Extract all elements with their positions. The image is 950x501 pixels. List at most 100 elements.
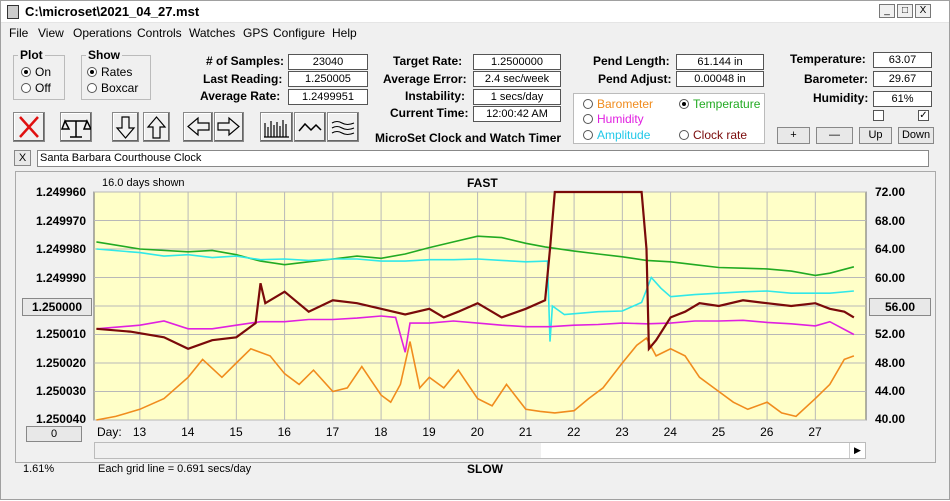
menu-gps[interactable]: GPS xyxy=(243,26,269,40)
arrow-left-button[interactable] xyxy=(183,112,213,142)
left-center-value-button[interactable]: 1.250000 xyxy=(22,298,92,316)
show-rates-radio[interactable]: Rates xyxy=(87,65,132,79)
temperature-value: 63.07 xyxy=(873,52,932,68)
pend-length-value: 61.144 in xyxy=(676,54,764,70)
menu-watches[interactable]: Watches xyxy=(189,26,236,40)
samples-label: # of Samples: xyxy=(206,54,285,68)
series-clock-rate-radio[interactable]: Clock rate xyxy=(679,128,747,142)
close-button[interactable]: X xyxy=(915,4,931,18)
show-rates-label: Rates xyxy=(101,65,133,79)
y-right-tick: 64.00 xyxy=(875,242,906,256)
x-tick-label: 25 xyxy=(711,425,726,439)
x-tick-label: 27 xyxy=(808,425,822,439)
arrow-up-icon xyxy=(146,116,167,139)
humidity-value: 61% xyxy=(873,91,932,107)
clock-name-field[interactable]: Santa Barbara Courthouse Clock xyxy=(37,150,929,167)
arrow-right-button[interactable] xyxy=(214,112,244,142)
histogram-button[interactable] xyxy=(260,112,293,142)
y-right-tick: 48.00 xyxy=(875,356,906,370)
x-tick-label: 13 xyxy=(132,425,147,439)
maximize-button[interactable]: □ xyxy=(897,4,913,18)
x-tick-label: 20 xyxy=(470,425,484,439)
last-reading-value: 1.250005 xyxy=(288,71,368,87)
line-graph-icon xyxy=(298,122,322,132)
balance-button[interactable] xyxy=(60,112,92,142)
radio-unchecked-icon xyxy=(583,130,593,140)
x-tick-label: 21 xyxy=(518,425,533,439)
waves-button[interactable] xyxy=(327,112,359,142)
menu-help[interactable]: Help xyxy=(332,26,357,40)
horizontal-scrollbar[interactable]: ▶ xyxy=(94,442,866,459)
minimize-button[interactable]: _ xyxy=(879,4,895,18)
series-amplitude-line xyxy=(96,248,854,342)
series-temperature-radio[interactable]: Temperature xyxy=(679,97,760,111)
app-icon xyxy=(7,5,19,19)
series-barometer-radio[interactable]: Barometer xyxy=(583,97,653,111)
plot-group: Plot xyxy=(13,48,65,100)
arrow-up-button[interactable] xyxy=(143,112,170,142)
radio-unchecked-icon xyxy=(583,114,593,124)
plot-off-radio[interactable]: Off xyxy=(21,81,51,95)
radio-checked-icon xyxy=(87,67,97,77)
instability-label: Instability: xyxy=(405,89,466,103)
series-temperature-line xyxy=(96,235,855,277)
down-button[interactable]: Down xyxy=(898,127,934,144)
series-amplitude-label: Amplitude xyxy=(597,128,651,142)
chart-series xyxy=(96,190,855,421)
checkbox-1[interactable] xyxy=(873,110,884,121)
current-time-label: Current Time: xyxy=(390,106,469,120)
plot-on-radio[interactable]: On xyxy=(21,65,51,79)
y-left-tick: 1.250020 xyxy=(35,356,86,370)
series-amplitude-radio[interactable]: Amplitude xyxy=(583,128,650,142)
series-humidity-radio[interactable]: Humidity xyxy=(583,112,644,126)
y-right-tick: 72.00 xyxy=(875,185,906,199)
up-button[interactable]: Up xyxy=(859,127,892,144)
x-tick-label: 26 xyxy=(760,425,774,439)
menu-view[interactable]: View xyxy=(38,26,64,40)
waves-icon xyxy=(331,120,355,136)
plus-button[interactable]: + xyxy=(777,127,810,144)
last-reading-label: Last Reading: xyxy=(203,72,283,86)
right-center-value-button[interactable]: 56.00 xyxy=(869,298,931,316)
minus-button[interactable]: — xyxy=(816,127,853,144)
series-humidity-label: Humidity xyxy=(597,112,644,126)
arrow-down-button[interactable] xyxy=(112,112,139,142)
series-barometer-line xyxy=(96,336,855,421)
scroll-right-arrow-icon[interactable]: ▶ xyxy=(849,443,865,458)
x-tick-label: 23 xyxy=(615,425,629,439)
red-x-icon xyxy=(19,116,39,138)
show-boxcar-label: Boxcar xyxy=(101,81,139,95)
menu-operations[interactable]: Operations xyxy=(73,26,132,40)
menu-file[interactable]: File xyxy=(9,26,29,40)
series-clock-rate-label: Clock rate xyxy=(693,128,748,142)
line-graph-button[interactable] xyxy=(294,112,326,142)
y-right-tick: 40.00 xyxy=(875,412,906,426)
x-tick-label: 16 xyxy=(277,425,291,439)
average-error-label: Average Error: xyxy=(383,72,467,86)
plot-off-label: Off xyxy=(35,81,51,95)
scrollbar-track[interactable] xyxy=(95,443,541,458)
menu-controls[interactable]: Controls xyxy=(137,26,182,40)
grid-note: Each grid line = 0.691 secs/day xyxy=(98,463,252,475)
slow-label: SLOW xyxy=(467,462,503,476)
menu-configure[interactable]: Configure xyxy=(273,26,326,40)
zero-button[interactable]: 0 xyxy=(26,426,82,442)
radio-unchecked-icon xyxy=(87,83,97,93)
x-tick-label: 17 xyxy=(325,425,340,439)
radio-unchecked-icon xyxy=(583,99,593,109)
show-boxcar-radio[interactable]: Boxcar xyxy=(87,81,138,95)
histogram-icon xyxy=(264,120,289,138)
y-left-tick: 1.249980 xyxy=(35,242,86,256)
series-clock-rate-line xyxy=(96,190,855,352)
checkbox-2[interactable]: ✓ xyxy=(918,110,929,121)
clear-button[interactable] xyxy=(13,112,45,142)
x-axis-label: Day: xyxy=(97,425,122,439)
series-barometer-label: Barometer xyxy=(597,97,654,111)
series-selector xyxy=(573,93,765,144)
clock-name-close-button[interactable]: X xyxy=(14,150,31,166)
arrow-down-icon xyxy=(115,116,136,139)
pend-adjust-label: Pend Adjust: xyxy=(598,72,672,86)
chart-grid xyxy=(94,191,866,421)
app-name: MicroSet Clock and Watch Timer xyxy=(375,131,562,145)
